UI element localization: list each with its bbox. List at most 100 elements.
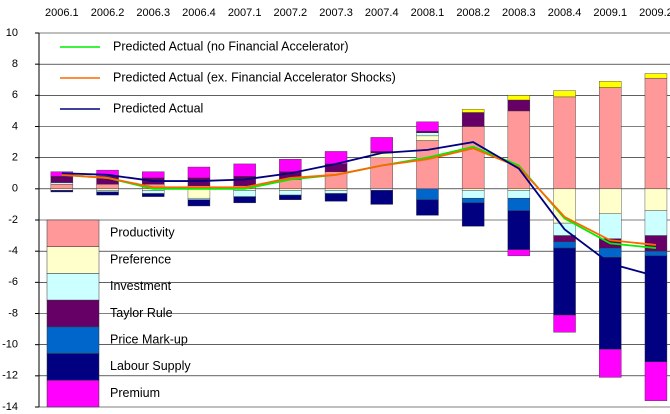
bar-segment <box>324 190 348 194</box>
bar-segment <box>644 210 668 236</box>
bar-segment <box>50 182 74 185</box>
bar-segment <box>461 126 485 190</box>
y-tick-label: 0 <box>12 183 18 195</box>
x-tick-label: 2007.3 <box>319 7 353 19</box>
bar-segment <box>233 190 256 197</box>
legend-label: Productivity <box>110 226 175 240</box>
legend-swatch <box>46 380 100 408</box>
y-tick-label: 6 <box>12 89 18 101</box>
x-tick-label: 2009.2 <box>639 7 670 19</box>
bar-segment <box>461 190 485 199</box>
bar-segment <box>553 247 576 316</box>
bar-segment <box>50 176 74 183</box>
x-tick-label: 2008.2 <box>456 7 490 19</box>
bar-segment <box>416 199 439 216</box>
x-tick-label: 2006.2 <box>91 7 125 19</box>
bar-segment <box>553 241 576 249</box>
bar-segment <box>187 199 211 207</box>
bar-segment <box>142 193 165 197</box>
line-series <box>61 141 657 277</box>
legend-label: Predicted Actual (ex. Financial Accelera… <box>113 70 396 84</box>
bar-segment <box>50 183 74 190</box>
bar-segment <box>461 202 485 227</box>
legend-label: Preference <box>110 252 171 266</box>
bar-segment <box>553 96 576 190</box>
bar-segment <box>507 210 531 250</box>
bar-segment <box>233 196 256 204</box>
bar-segment <box>96 190 119 193</box>
legend-swatch <box>46 246 100 274</box>
bar-segment <box>461 109 485 113</box>
legend-swatch <box>46 326 100 354</box>
bar-segment <box>370 188 393 191</box>
bar-segment <box>553 235 576 243</box>
bar-segment <box>187 166 211 179</box>
line-series <box>61 147 657 246</box>
y-tick-label: -8 <box>8 307 18 319</box>
x-tick-label: 2007.1 <box>228 7 262 19</box>
bar-segment <box>279 159 302 172</box>
bar-segment <box>233 163 256 177</box>
bar-segment <box>416 188 439 200</box>
y-tick-label: -10 <box>2 339 18 351</box>
x-tick-label: 2006.1 <box>45 7 79 19</box>
x-tick-label: 2006.4 <box>182 7 216 19</box>
bar-segment <box>416 121 439 132</box>
x-tick-label: 2007.2 <box>274 7 308 19</box>
bar-segment <box>507 188 531 191</box>
bar-segment <box>599 349 622 378</box>
bar-segment <box>324 188 348 191</box>
y-tick-label: 2 <box>12 152 18 164</box>
bar-segment <box>507 95 531 101</box>
bar-segment <box>461 197 485 204</box>
bar-segment <box>644 77 668 190</box>
bar-segment <box>644 188 668 211</box>
bar-segment <box>279 194 302 200</box>
bar-segment <box>416 130 439 133</box>
bar-segment <box>461 188 485 191</box>
y-tick-label: -4 <box>8 245 18 257</box>
bar-segment <box>507 249 531 257</box>
bar-segment <box>279 190 302 196</box>
bar-segment <box>644 255 668 363</box>
bar-segment <box>507 197 531 211</box>
bar-segment <box>50 188 74 191</box>
x-tick-label: 2008.4 <box>548 7 582 19</box>
bar-segment <box>507 110 531 190</box>
bar-segment <box>187 188 211 199</box>
x-tick-label: 2008.1 <box>411 7 445 19</box>
x-tick-label: 2009.1 <box>593 7 627 19</box>
bar-segment <box>507 99 531 112</box>
bar-segment <box>96 169 119 177</box>
legend-label: Investment <box>110 279 172 293</box>
x-tick-label: 2006.3 <box>136 7 170 19</box>
bar-segment <box>644 73 668 79</box>
bar-segment <box>553 90 576 98</box>
y-tick-label: -6 <box>8 276 18 288</box>
bar-segment <box>370 137 393 152</box>
legend-swatch <box>46 353 100 381</box>
bar-segment <box>370 157 393 190</box>
bar-segment <box>599 87 622 190</box>
bar-segment <box>142 171 165 179</box>
y-tick-label: 4 <box>12 120 18 132</box>
bar-segment <box>553 314 576 333</box>
bar-segment <box>96 183 119 190</box>
y-tick-label: -14 <box>2 401 18 413</box>
bar-segment <box>599 213 622 239</box>
bar-segment <box>96 188 119 191</box>
y-tick-label: -12 <box>2 370 18 382</box>
legend-label: Premium <box>110 386 160 400</box>
y-tick-label: 10 <box>6 27 18 39</box>
x-tick-label: 2007.4 <box>365 7 399 19</box>
bar-segment <box>599 188 622 214</box>
legend-label: Taylor Rule <box>110 306 173 320</box>
bar-segment <box>599 257 622 350</box>
bar-segment <box>279 188 302 191</box>
x-tick-label: 2008.3 <box>502 7 536 19</box>
y-tick-label: -2 <box>8 214 18 226</box>
bar-segment <box>461 112 485 127</box>
bar-segment <box>50 190 74 193</box>
legend-swatch <box>46 219 100 247</box>
